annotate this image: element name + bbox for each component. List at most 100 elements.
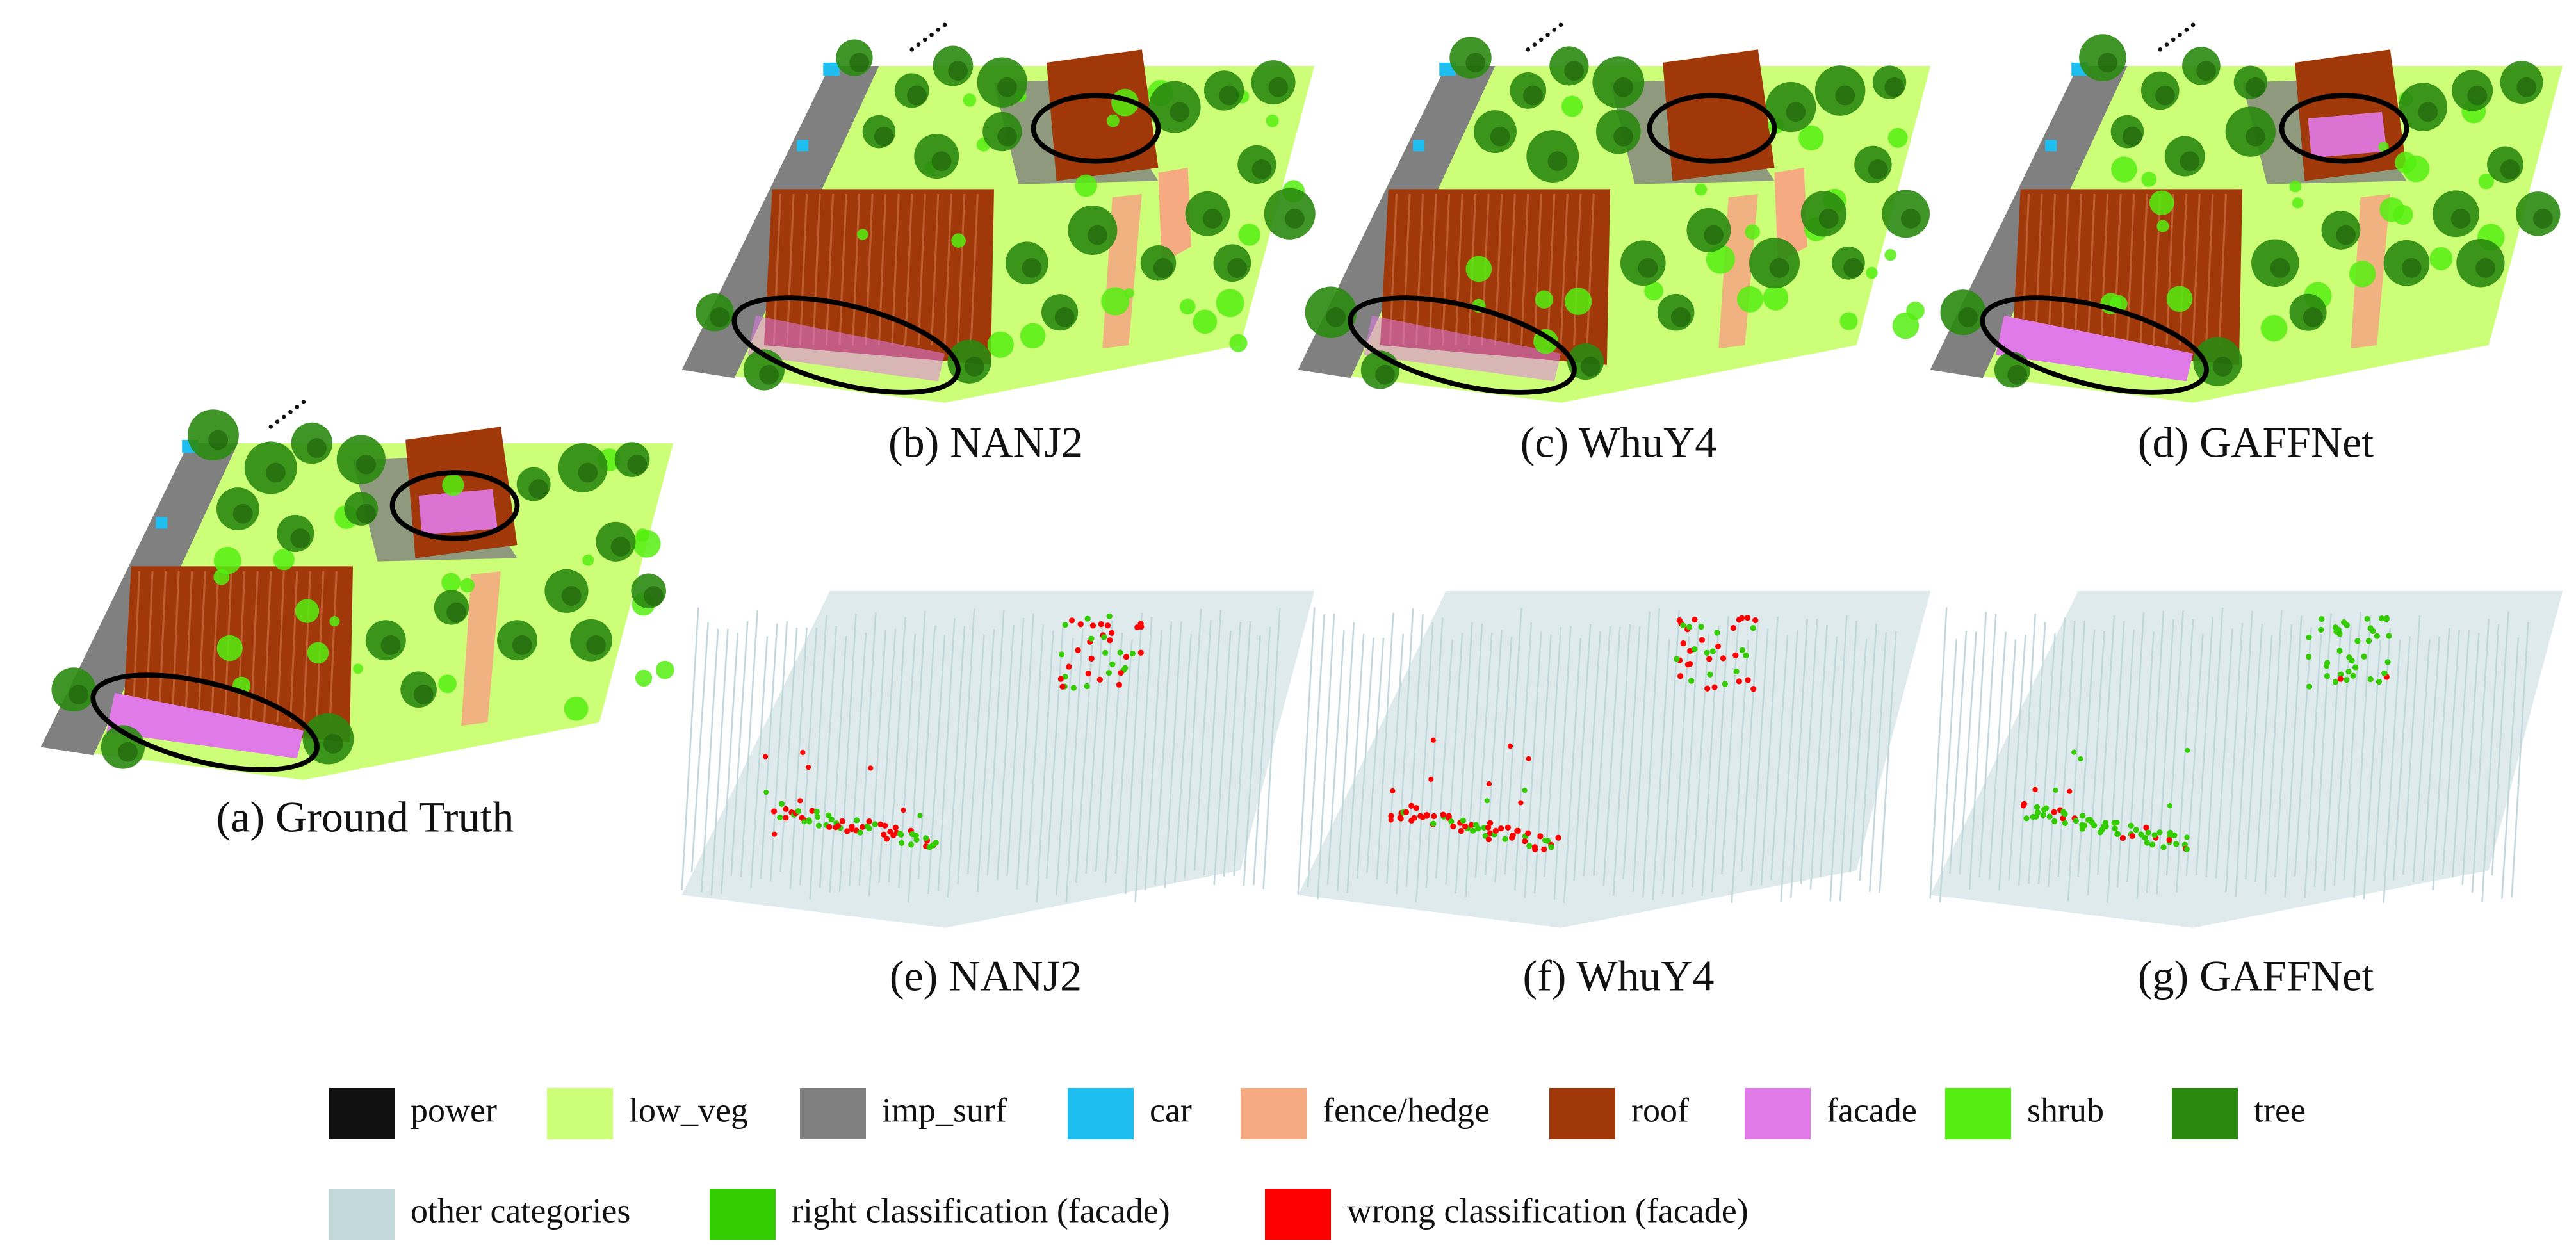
- shrub: [295, 599, 320, 623]
- other-stripe: [779, 627, 798, 872]
- tree-shade: [2122, 126, 2142, 147]
- roof-stripe: [171, 571, 180, 723]
- facade-point: [1388, 813, 1394, 819]
- other-stripe: [1849, 639, 1868, 873]
- other-stripe: [2481, 624, 2500, 902]
- facade-point: [2324, 660, 2331, 666]
- other-stripe: [1978, 614, 1997, 878]
- other-stripe: [1632, 611, 1651, 892]
- tree-shade: [1523, 85, 1543, 106]
- panel-caption: (f) WhuY4: [1523, 952, 1715, 1000]
- power-point: [1532, 42, 1537, 47]
- roof-stripe: [1533, 193, 1542, 346]
- tree-shade: [710, 307, 730, 327]
- facade-point: [2306, 683, 2313, 690]
- facade-point: [1137, 649, 1144, 656]
- facade-point: [1430, 737, 1436, 743]
- other-stripe: [1144, 630, 1162, 891]
- facade-point: [2318, 626, 2324, 633]
- facade-small: [1675, 111, 1755, 158]
- other-stripe: [986, 610, 1005, 876]
- other-stripe: [1553, 626, 1572, 900]
- other-stripe: [2176, 619, 2194, 893]
- facade-point: [2305, 654, 2312, 660]
- facade-point: [1058, 651, 1065, 658]
- facade-point: [2114, 831, 2121, 837]
- facade-point: [2381, 670, 2388, 676]
- facade-point: [1062, 674, 1068, 680]
- power-point: [288, 409, 293, 414]
- other-stripe: [2383, 640, 2401, 903]
- facade-point: [2114, 819, 2120, 825]
- facade-point: [2073, 817, 2079, 824]
- facade-point: [1470, 827, 1476, 834]
- facade-point: [2128, 822, 2134, 829]
- legend-swatch: [1265, 1189, 1331, 1240]
- other-stripe: [1691, 633, 1710, 888]
- shrub: [1887, 127, 1908, 148]
- roof-stripe: [812, 193, 821, 346]
- facade-point: [866, 825, 872, 832]
- roof-stripe: [302, 571, 311, 723]
- other-stripe: [888, 617, 906, 882]
- facade-point: [1485, 836, 1492, 843]
- facade-point: [2324, 673, 2331, 679]
- other-stripe: [1396, 608, 1414, 895]
- shrub: [2289, 180, 2302, 193]
- other-stripe: [1252, 626, 1271, 885]
- facade-point: [2142, 834, 2148, 841]
- roof-stripe: [197, 571, 206, 723]
- facade-point: [2370, 628, 2376, 634]
- tree-shade: [561, 586, 582, 606]
- tree-shade: [2007, 364, 2027, 385]
- facade-point: [2097, 829, 2103, 836]
- roof-stripe: [276, 571, 285, 723]
- facade-point: [2149, 841, 2156, 848]
- facade-point: [1084, 683, 1090, 690]
- other-stripe: [2402, 615, 2421, 875]
- shrub: [1745, 224, 1760, 240]
- shrub: [1101, 287, 1130, 316]
- facade-point: [797, 798, 803, 804]
- tree-shade: [1054, 307, 1075, 327]
- other-stripe: [838, 614, 857, 892]
- facade-point: [1744, 615, 1751, 621]
- facade-point: [2173, 841, 2180, 847]
- facade-point: [770, 808, 778, 815]
- other-stripe: [1193, 620, 1212, 871]
- roof-stripe: [2034, 193, 2043, 346]
- shrub: [442, 474, 464, 496]
- facade-point: [2319, 616, 2325, 622]
- facade-point: [1532, 846, 1538, 852]
- facade-point: [839, 818, 845, 825]
- other-stripe: [701, 628, 719, 893]
- other-stripe: [2372, 628, 2392, 882]
- legend-label: tree: [2254, 1091, 2306, 1129]
- facade-point: [1117, 649, 1123, 656]
- facade-point: [2034, 804, 2041, 811]
- tree-shade: [1022, 258, 1042, 278]
- facade-point: [1106, 613, 1113, 619]
- facade-point: [877, 821, 884, 827]
- facade-point: [1105, 670, 1112, 676]
- tree-shade: [1375, 364, 1395, 385]
- tree-shade: [2246, 126, 2265, 147]
- other-stripe: [1998, 639, 2017, 890]
- facade-point: [800, 749, 806, 756]
- other-stripe: [2087, 630, 2105, 895]
- facade-point: [2384, 659, 2391, 665]
- other-stripe: [1307, 614, 1325, 888]
- facade-point: [1732, 652, 1739, 658]
- facade-point: [1062, 622, 1068, 628]
- facade-point: [1709, 648, 1716, 654]
- tree-shade: [208, 430, 229, 450]
- shrub: [1229, 334, 1248, 352]
- facade-point: [1102, 649, 1109, 656]
- other-stripe: [957, 608, 975, 884]
- tree-shade: [1884, 77, 1905, 97]
- facade-point: [1687, 647, 1693, 654]
- facade-point: [1555, 834, 1561, 841]
- legend-swatch: [1068, 1088, 1134, 1139]
- other-stripe: [1045, 625, 1064, 879]
- facade-point: [2336, 647, 2343, 654]
